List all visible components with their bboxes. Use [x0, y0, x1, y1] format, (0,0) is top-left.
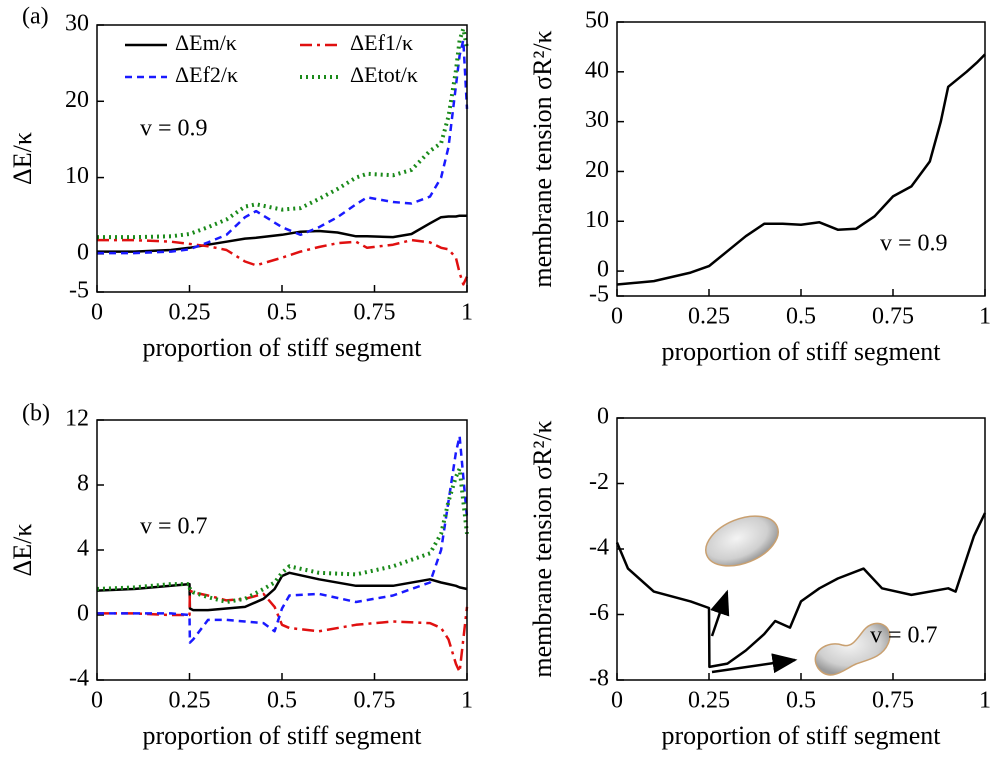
y-tick-label: 4 [77, 536, 89, 562]
y-tick-label: 30 [65, 11, 89, 37]
plot-frame [616, 417, 986, 681]
data-line [616, 53, 986, 286]
x-tick-label: 0.75 [354, 688, 396, 714]
legend-label: ΔEf1/κ [350, 30, 413, 55]
legend-label: ΔEm/κ [175, 30, 237, 55]
x-tick-label: 0 [91, 300, 103, 326]
y-tick-label: -2 [589, 469, 609, 495]
legend-label: ΔEtot/κ [350, 62, 418, 87]
x-tick-label: 0.75 [354, 300, 396, 326]
data-line [97, 214, 467, 253]
y-tick-label: 10 [65, 163, 89, 189]
y-tick-label: 10 [585, 207, 609, 233]
panel-label: (b) [22, 401, 50, 427]
x-axis-title: proportion of stiff segment [143, 721, 423, 750]
x-tick-label: 0.25 [169, 300, 211, 326]
data-line [97, 39, 469, 255]
x-tick-label: 0.5 [267, 300, 297, 326]
annotation: v = 0.7 [140, 514, 208, 540]
annotation: v = 0.9 [140, 116, 208, 142]
y-tick-label: 0 [597, 404, 609, 430]
x-axis-title: proportion of stiff segment [662, 721, 942, 750]
legend-label: ΔEf2/κ [175, 62, 238, 87]
data-line [96, 571, 468, 612]
y-tick-label: 30 [585, 107, 609, 133]
x-tick-label: 0 [91, 688, 103, 714]
annotation: v = 0.7 [870, 623, 938, 649]
data-line [615, 512, 987, 669]
x-tick-label: 1 [461, 688, 473, 714]
x-tick-label: 0.5 [786, 688, 816, 714]
x-tick-label: 1 [461, 300, 473, 326]
vesicle-inset [711, 622, 891, 676]
x-axis-title: proportion of stiff segment [143, 333, 423, 362]
x-tick-label: 0.25 [688, 304, 730, 330]
panel-label: (a) [22, 4, 49, 30]
x-tick-label: 1 [979, 688, 991, 714]
y-tick-label: -4 [69, 666, 89, 692]
x-tick-label: 0.75 [872, 688, 914, 714]
y-tick-label: 50 [585, 8, 609, 34]
x-tick-label: 0 [611, 304, 623, 330]
y-tick-label: -4 [589, 535, 609, 561]
x-tick-label: 0.5 [786, 304, 816, 330]
data-line [97, 589, 469, 674]
x-tick-label: 0.75 [872, 304, 914, 330]
y-axis-title: ΔE/κ [8, 132, 37, 185]
x-tick-label: 0 [611, 688, 623, 714]
plot-frame [96, 419, 468, 681]
x-tick-label: 0.25 [688, 688, 730, 714]
x-tick-label: 0.5 [267, 688, 297, 714]
x-axis-title: proportion of stiff segment [662, 337, 942, 366]
x-tick-label: 0.25 [169, 688, 211, 714]
x-tick-label: 1 [979, 304, 991, 330]
y-tick-label: 40 [585, 57, 609, 83]
plot-frame [96, 24, 468, 293]
y-tick-label: 0 [597, 257, 609, 283]
y-tick-label: -6 [589, 600, 609, 626]
y-tick-label: -5 [69, 278, 89, 304]
y-axis-title: membrane tension σR²/κ [528, 420, 557, 677]
annotation: v = 0.9 [880, 231, 948, 257]
data-line [97, 238, 469, 286]
y-tick-label: 0 [77, 239, 89, 265]
data-line [97, 26, 469, 240]
data-line [97, 435, 469, 644]
plot-frame [616, 21, 986, 297]
y-tick-label: -5 [589, 282, 609, 308]
y-axis-title: membrane tension σR²/κ [528, 30, 557, 287]
vesicle-inset [705, 515, 779, 637]
y-axis-title: ΔE/κ [8, 524, 37, 577]
y-tick-label: 20 [585, 157, 609, 183]
y-tick-label: 8 [77, 471, 89, 497]
y-tick-label: 20 [65, 87, 89, 113]
y-tick-label: 12 [65, 406, 89, 432]
y-tick-label: -8 [589, 666, 609, 692]
y-tick-label: 0 [77, 601, 89, 627]
